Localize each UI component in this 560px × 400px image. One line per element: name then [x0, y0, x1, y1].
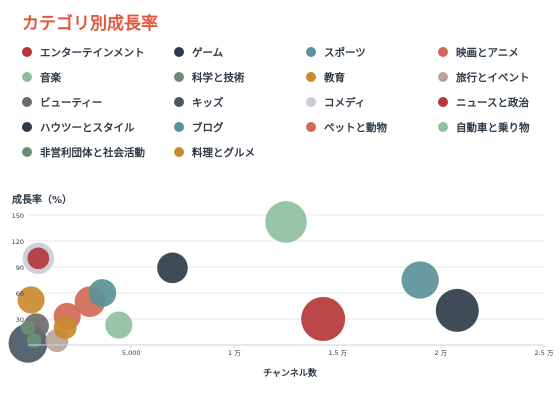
legend-item[interactable]: コメディ	[306, 94, 438, 110]
bubble-point[interactable]	[17, 286, 45, 314]
legend-label: 自動車と乗り物	[456, 121, 530, 134]
legend-swatch	[174, 72, 184, 82]
legend-item[interactable]: 教育	[306, 69, 438, 85]
legend-item[interactable]: ペットと動物	[306, 119, 438, 135]
bubble-point[interactable]	[157, 252, 188, 284]
legend-label: ビューティー	[40, 96, 103, 109]
legend-label: 料理とグルメ	[192, 146, 255, 159]
x-tick-label: 2 万	[434, 349, 447, 357]
x-tick-label: 2.5 万	[535, 349, 554, 357]
legend-label: 映画とアニメ	[456, 46, 519, 59]
legend-label: ニュースと政治	[456, 96, 529, 109]
legend-swatch	[438, 47, 448, 57]
bubble-point[interactable]	[26, 333, 42, 348]
legend-label: ゲーム	[192, 46, 224, 59]
legend-swatch	[22, 97, 32, 107]
legend-swatch	[22, 122, 32, 132]
y-tick-label: 30	[16, 316, 24, 324]
legend-item[interactable]: ビューティー	[22, 94, 174, 110]
bubble-point[interactable]	[88, 279, 117, 307]
bubble-point[interactable]	[265, 201, 307, 243]
legend-label: 科学と技術	[192, 71, 245, 84]
y-tick-label: 90	[16, 264, 24, 272]
legend-item[interactable]: キッズ	[174, 94, 306, 110]
legend-item[interactable]: ハウツーとスタイル	[22, 119, 174, 135]
legend-swatch	[306, 97, 316, 107]
x-tick-label: 5,000	[122, 349, 141, 357]
legend-swatch	[22, 147, 32, 157]
legend-item[interactable]: ブログ	[174, 119, 306, 135]
y-axis-title: 成長率（%）	[12, 195, 73, 206]
legend-item[interactable]: 非営利団体と社会活動	[22, 144, 174, 160]
legend-swatch	[306, 72, 316, 82]
legend-item[interactable]: スポーツ	[306, 44, 438, 60]
legend-swatch	[306, 47, 316, 57]
y-tick-label: 120	[12, 238, 24, 246]
bubble-point[interactable]	[20, 320, 36, 335]
legend-item[interactable]: ゲーム	[174, 44, 306, 60]
legend-swatch	[438, 122, 448, 132]
y-tick-label: 150	[12, 212, 24, 220]
legend-label: コメディ	[324, 96, 366, 109]
legend-label: スポーツ	[324, 46, 366, 59]
legend-swatch	[174, 122, 184, 132]
legend-item[interactable]: 映画とアニメ	[438, 44, 552, 60]
legend-label: エンターテインメント	[40, 46, 145, 59]
legend-swatch	[438, 72, 448, 82]
legend-swatch	[438, 97, 448, 107]
legend-item[interactable]: エンターテインメント	[22, 44, 174, 60]
bubble-point[interactable]	[301, 297, 346, 341]
chart-title: カテゴリ別成長率	[22, 14, 158, 34]
legend-swatch	[22, 47, 32, 57]
x-tick-label: 1.5 万	[328, 349, 347, 357]
legend-swatch	[174, 97, 184, 107]
legend-item[interactable]: 料理とグルメ	[174, 144, 306, 160]
legend-swatch	[174, 47, 184, 57]
legend-label: ブログ	[192, 121, 224, 134]
bubble-point[interactable]	[27, 247, 50, 270]
legend-label: キッズ	[192, 96, 224, 109]
legend-label: 教育	[324, 71, 345, 84]
legend-swatch	[22, 72, 32, 82]
legend-label: ペットと動物	[324, 121, 387, 134]
legend-label: 音楽	[40, 71, 61, 84]
bubble-point[interactable]	[435, 288, 479, 332]
bubble-layer	[8, 201, 479, 363]
legend-label: 旅行とイベント	[456, 71, 530, 84]
legend-item[interactable]: 音楽	[22, 69, 174, 85]
legend-item[interactable]: ニュースと政治	[438, 94, 552, 110]
legend-label: ハウツーとスタイル	[40, 121, 135, 134]
x-axis-title: チャンネル数	[263, 369, 317, 379]
legend-item[interactable]: 旅行とイベント	[438, 69, 552, 85]
y-tick-label: 60	[16, 290, 24, 298]
legend-item[interactable]: 自動車と乗り物	[438, 119, 552, 135]
legend-swatch	[306, 122, 316, 132]
bubble-point[interactable]	[53, 316, 77, 340]
bubble-point[interactable]	[401, 261, 439, 299]
chart-legend: エンターテインメント ゲーム スポーツ 映画とアニメ音楽 科学と技術 教育 旅行とイベントビ…	[22, 44, 552, 169]
bubble-point[interactable]	[105, 311, 133, 339]
legend-swatch	[174, 147, 184, 157]
x-tick-label: 1 万	[228, 349, 241, 357]
legend-item[interactable]: 科学と技術	[174, 69, 306, 85]
legend-label: 非営利団体と社会活動	[40, 146, 145, 159]
axis-layer: 30 60 90 120 150 5,000 1 万 1.5 万 2 万 2.5 万	[12, 212, 554, 357]
